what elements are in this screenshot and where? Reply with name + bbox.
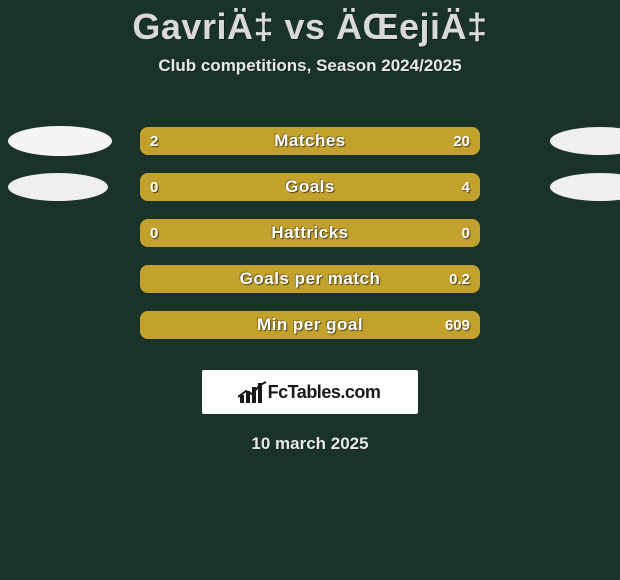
page-subtitle: Club competitions, Season 2024/2025 xyxy=(158,56,461,76)
stat-label: Goals xyxy=(140,173,480,201)
stat-row: 04Goals xyxy=(0,164,620,210)
chart-icon xyxy=(240,381,262,403)
player-marker-right xyxy=(550,127,620,155)
page-title: GavriÄ‡ vs ÄŒejiÄ‡ xyxy=(132,6,487,48)
stat-bar: 609Min per goal xyxy=(140,311,480,339)
stat-row: 609Min per goal xyxy=(0,302,620,348)
player-marker-left xyxy=(8,173,108,201)
stat-row: 0.2Goals per match xyxy=(0,256,620,302)
site-badge-text: FcTables.com xyxy=(268,382,381,403)
player-marker-left xyxy=(8,126,112,156)
stat-label: Goals per match xyxy=(140,265,480,293)
stat-label: Hattricks xyxy=(140,219,480,247)
stat-label: Matches xyxy=(140,127,480,155)
stat-bar: 220Matches xyxy=(140,127,480,155)
stat-row: 220Matches xyxy=(0,118,620,164)
site-badge: FcTables.com xyxy=(202,370,418,414)
stat-bar: 04Goals xyxy=(140,173,480,201)
stats-bars: 220Matches 04Goals 00Hattricks 0.2Goals per… xyxy=(0,118,620,348)
content-root: GavriÄ‡ vs ÄŒejiÄ‡ Club competitions, Se… xyxy=(0,0,620,580)
stat-row: 00Hattricks xyxy=(0,210,620,256)
stat-label: Min per goal xyxy=(140,311,480,339)
stat-bar: 00Hattricks xyxy=(140,219,480,247)
player-marker-right xyxy=(550,173,620,201)
stat-bar: 0.2Goals per match xyxy=(140,265,480,293)
date-line: 10 march 2025 xyxy=(251,434,368,454)
